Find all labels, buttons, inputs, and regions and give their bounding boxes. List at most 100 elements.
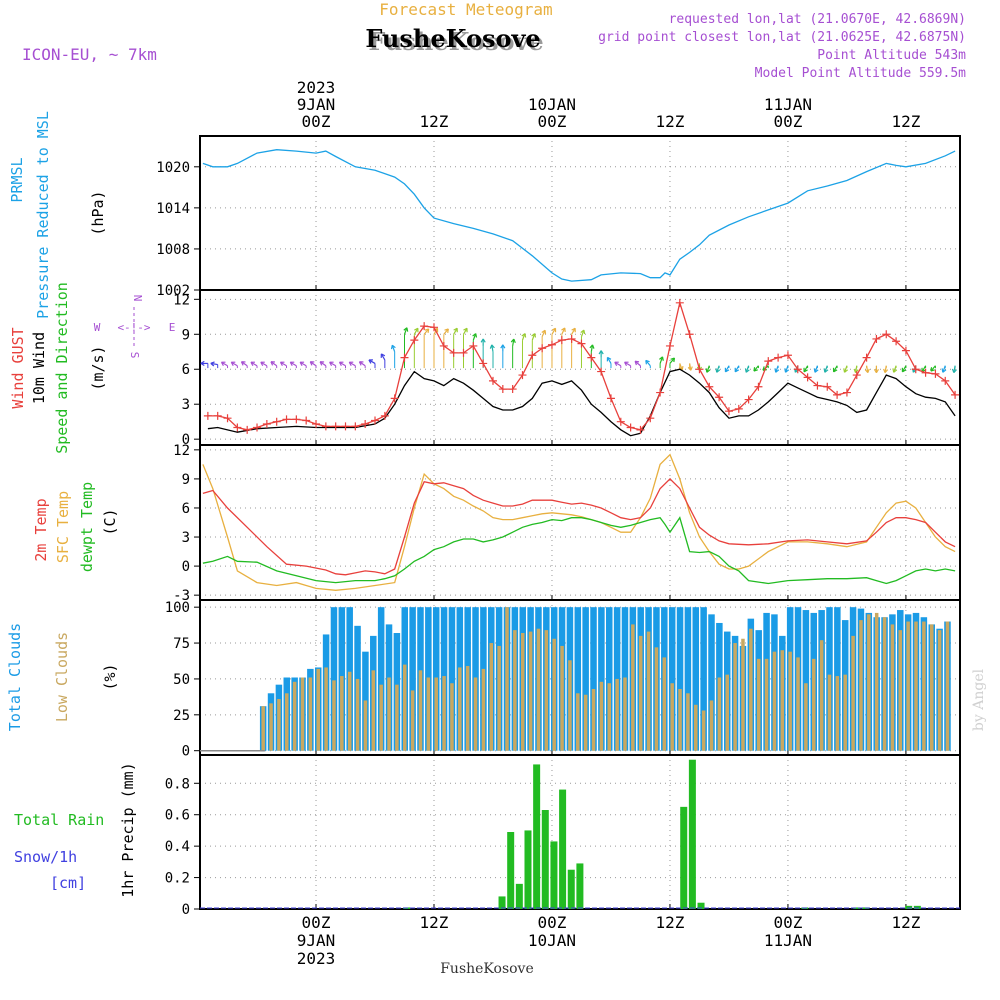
wind-arrow-head	[453, 327, 458, 333]
y-tick-label: 12	[173, 292, 190, 308]
low-cloud-bar	[701, 710, 706, 751]
wind-arrow-head	[541, 329, 547, 335]
app-title: Forecast Meteogram	[379, 0, 552, 19]
low-cloud-bar	[749, 628, 753, 751]
wind-arrow-head	[270, 361, 275, 366]
wind-arrow-head	[744, 368, 750, 373]
low-cloud-bar	[520, 633, 525, 751]
low-cloud-bar	[599, 681, 604, 751]
wind-arrow	[250, 361, 258, 367]
wind-arrow	[824, 365, 828, 373]
wind-arrow	[270, 361, 278, 367]
low-cloud-bar	[733, 643, 737, 751]
wind-arrow-head	[358, 361, 364, 366]
rain-bar	[524, 830, 532, 909]
wind-arrow	[734, 365, 740, 373]
wind-gust-line-point	[469, 341, 478, 350]
wind-arrow-head	[634, 360, 640, 366]
wind-gust-line-point	[390, 394, 399, 403]
wind-gust-line-point	[597, 367, 606, 376]
wind-arrow	[380, 353, 386, 361]
wind-gust-line-point	[665, 341, 674, 350]
wind-arrow-head	[561, 327, 566, 332]
y-tick-label: 9	[182, 327, 190, 343]
low-cloud-bar	[285, 693, 289, 751]
wind-gust-line-point	[459, 348, 468, 357]
ylabel-dewpt-temp: dewpt Temp	[78, 482, 96, 572]
wind-arrow	[309, 361, 317, 367]
wind-arrow-head	[705, 368, 711, 373]
wind-gust-line-point	[341, 422, 350, 431]
wind-arrow	[784, 365, 789, 373]
wind-arrow-head	[892, 368, 898, 373]
rain-bar	[680, 806, 688, 909]
wind-arrow	[590, 344, 594, 352]
wind-gust-line-point	[695, 365, 704, 374]
low-cloud-bar	[308, 677, 313, 751]
wind-gust-line-point	[675, 298, 684, 307]
cloud-bars	[200, 607, 951, 752]
low-cloud-bar	[261, 706, 265, 751]
low-cloud-bar	[552, 638, 556, 751]
rain-bar	[905, 905, 913, 909]
y-tick-label: 75	[173, 636, 190, 652]
wind-arrow	[230, 361, 238, 367]
wind-gust-line-point	[892, 337, 901, 346]
unit-hpa: (hPa)	[89, 190, 107, 235]
wind-arrow-head	[614, 361, 619, 367]
bottom-time-label: 11JAN	[764, 931, 812, 950]
temp-2m-line	[202, 477, 956, 576]
rain-bar	[533, 764, 541, 909]
wind-arrow-head	[645, 359, 650, 365]
wind-arrow	[289, 361, 297, 367]
wind-gust-line-point	[862, 353, 871, 362]
wind-arrow	[775, 365, 779, 373]
low-cloud-bar	[709, 700, 714, 751]
wind-gust-line-point	[724, 407, 733, 416]
wind-arrow	[833, 365, 838, 373]
wind-gust-line-point	[803, 373, 812, 382]
wind-arrow	[689, 363, 692, 371]
wind-arrow-head	[319, 361, 325, 366]
low-cloud-bar	[867, 614, 871, 751]
low-cloud-bar	[332, 680, 336, 751]
low-cloud-bar	[544, 630, 549, 751]
low-cloud-bar	[859, 620, 863, 751]
wind-gust-line-point	[823, 382, 832, 391]
wind-arrow-head	[589, 344, 595, 349]
y-tick-label: 1008	[156, 242, 190, 258]
panel-temperature: -3 0 3 6 9 12	[173, 443, 961, 604]
low-cloud-bar	[717, 677, 722, 751]
total-cloud-bar	[590, 607, 597, 751]
wind-arrow-head	[670, 357, 676, 363]
rain-bar	[507, 832, 515, 909]
wind-arrow-head	[873, 369, 880, 374]
low-cloud-bar	[725, 674, 729, 751]
wind-arrow-head	[813, 368, 819, 373]
wind-arrow-head	[463, 327, 468, 333]
dewpt-line-group	[202, 516, 956, 585]
wind-gust-line-point	[911, 365, 920, 374]
compass-south: S	[128, 352, 141, 359]
ylabel-pressure: Pressure Reduced to MSL	[34, 111, 52, 319]
low-cloud-bar	[890, 624, 895, 751]
wind-arrow-head	[753, 367, 758, 372]
wind-arrow	[339, 361, 346, 367]
total-cloud-bar	[802, 610, 810, 751]
low-cloud-bar	[898, 630, 903, 751]
low-cloud-bar	[465, 666, 470, 751]
bottom-time-label: 12Z	[656, 913, 685, 932]
wind-arrow-head	[774, 368, 780, 373]
panel-frame	[199, 444, 961, 601]
low-cloud-bar	[505, 607, 509, 751]
low-cloud-bar	[678, 688, 682, 751]
low-cloud-bar	[812, 658, 816, 751]
wind-speed-line	[207, 368, 956, 437]
wind-arrow	[645, 360, 651, 367]
low-cloud-bar	[426, 677, 431, 751]
bottom-time-label: 2023	[297, 949, 336, 968]
wind-arrow	[368, 359, 376, 364]
panel-pressure: 1002 1008 1014 1020	[156, 135, 961, 299]
wind-arrow-head	[279, 361, 285, 367]
